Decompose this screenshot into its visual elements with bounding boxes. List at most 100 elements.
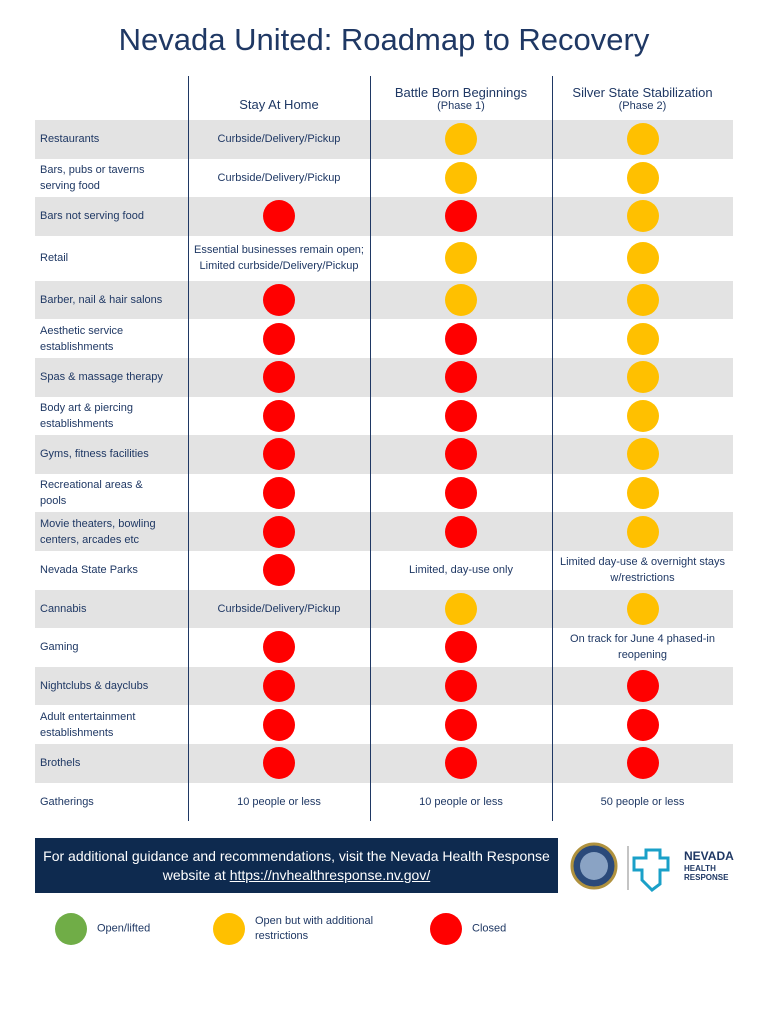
table-row: Spas & massage therapy [35, 358, 733, 397]
column-header: Battle Born Beginnings (Phase 1) [370, 85, 552, 112]
cell-text: Essential businesses remain open; Limite… [194, 244, 364, 273]
cell-text: Curbside/Delivery/Pickup [217, 171, 341, 184]
status-dot [263, 322, 295, 355]
status-dot [445, 161, 477, 194]
status-dot [626, 670, 659, 703]
column-title: Silver State Stabilization [572, 85, 713, 100]
column-divider [370, 76, 371, 822]
status-dot [445, 361, 477, 394]
row-label: Gatherings [40, 795, 94, 808]
banner-link[interactable]: https://nvhealthresponse.nv.gov/ [229, 866, 431, 883]
table-row: Barber, nail & hair salons [35, 280, 733, 320]
legend-dot [213, 913, 245, 945]
cell-text: 10 people or less [419, 795, 503, 808]
table-row: Recreational areas & pools [35, 473, 733, 513]
row-label: Retail [40, 252, 69, 265]
column-header: Stay At Home [188, 97, 370, 112]
status-dot [263, 631, 295, 664]
table-row: Bars, pubs or taverns serving food Curbsi… [35, 158, 733, 198]
table-row: Retail Essential businesses remain open; … [35, 235, 733, 281]
legend-dot [55, 913, 87, 945]
table-row: Movie theaters, bowling centers, arcades… [35, 512, 733, 551]
row-label: Adult entertainment establishments [40, 710, 136, 739]
row-label: Barber, nail & hair salons [40, 294, 163, 307]
logos: NEVADA HEALTH RESPONSE [570, 842, 734, 892]
status-dot [263, 361, 295, 394]
row-label: Gyms, fitness facilities [40, 448, 149, 461]
status-dot [445, 747, 477, 780]
logo-name: NEVADA [684, 849, 734, 863]
table-row: Aesthetic service establishments [35, 319, 733, 358]
status-dot [445, 123, 477, 156]
status-dot [445, 708, 477, 741]
status-dot [445, 284, 477, 317]
column-title: Battle Born Beginnings [394, 85, 528, 100]
column-divider [188, 76, 189, 822]
table-row: Gyms, fitness facilities [35, 435, 733, 474]
table-row: Body art & piercing establishments [35, 396, 733, 436]
row-label: Bars, pubs or taverns serving food [40, 163, 145, 192]
row-label: Spas & massage therapy [40, 371, 163, 384]
row-label: Nevada State Parks [40, 564, 138, 577]
table-row: Brothels [35, 744, 733, 783]
table-row: Gaming On track for June 4 phased-in reop… [35, 628, 733, 667]
row-label: Recreational areas & pools [40, 479, 143, 508]
status-dot [626, 242, 659, 275]
column-subtitle: (Phase 1) [437, 100, 485, 112]
cell-text: Curbside/Delivery/Pickup [217, 602, 341, 615]
status-dot [263, 747, 295, 780]
banner-text: For additional guidance and recommendati… [43, 847, 550, 883]
status-dot [445, 515, 477, 548]
table-row: Nevada State Parks Limited, day-use only L… [35, 551, 733, 590]
row-label: Nightclubs & dayclubs [40, 680, 149, 693]
table-row: Adult entertainment establishments [35, 705, 733, 744]
status-dot [626, 438, 659, 471]
row-label: Gaming [40, 641, 79, 654]
status-dot [263, 670, 295, 703]
status-dot [445, 670, 477, 703]
row-label: Movie theaters, bowling centers, arcades… [40, 517, 156, 546]
status-dot [445, 592, 477, 625]
column-title: Stay At Home [239, 97, 319, 112]
column-subtitle: (Phase 2) [618, 100, 667, 112]
row-label: Bars not serving food [40, 210, 144, 223]
row-label: Cannabis [40, 602, 87, 615]
title: Nevada United: Roadmap to Recovery [118, 22, 650, 57]
status-dot [445, 631, 477, 664]
table-row: Bars not serving food [35, 197, 733, 236]
cell-text: 10 people or less [237, 795, 321, 808]
status-dot [626, 477, 659, 510]
legend-dot [430, 913, 462, 945]
status-dot [445, 399, 477, 432]
status-dot [263, 200, 295, 233]
status-dot [263, 515, 295, 548]
legend-label: Open/lifted [97, 922, 151, 935]
logo-line: HEALTH [684, 864, 716, 873]
status-dot [263, 399, 295, 432]
status-dot [263, 554, 295, 587]
cell-text: On track for June 4 phased-in reopening [570, 633, 715, 662]
status-dot [263, 284, 295, 317]
cell-text: 50 people or less [600, 795, 685, 808]
status-dot [263, 438, 295, 471]
status-dot [626, 200, 659, 233]
status-dot [445, 242, 477, 275]
status-dot [263, 708, 295, 741]
status-dot [626, 708, 659, 741]
table-row: Gatherings 10 people or less 10 people or … [35, 782, 733, 822]
row-label: Restaurants [40, 133, 100, 146]
cell-text: Limited, day-use only [409, 564, 513, 577]
status-dot [445, 477, 477, 510]
legend-label: Closed [472, 922, 507, 935]
column-header: Silver State Stabilization (Phase 2) [552, 85, 733, 112]
cell-text: Curbside/Delivery/Pickup [217, 133, 341, 146]
status-dot [445, 322, 477, 355]
status-dot [626, 322, 659, 355]
status-dot [263, 477, 295, 510]
table-row: Nightclubs & dayclubs [35, 666, 733, 706]
legend-label: Open but with additional restrictions [255, 915, 374, 942]
status-dot [626, 515, 659, 548]
status-dot [445, 200, 477, 233]
status-dot [626, 123, 659, 156]
